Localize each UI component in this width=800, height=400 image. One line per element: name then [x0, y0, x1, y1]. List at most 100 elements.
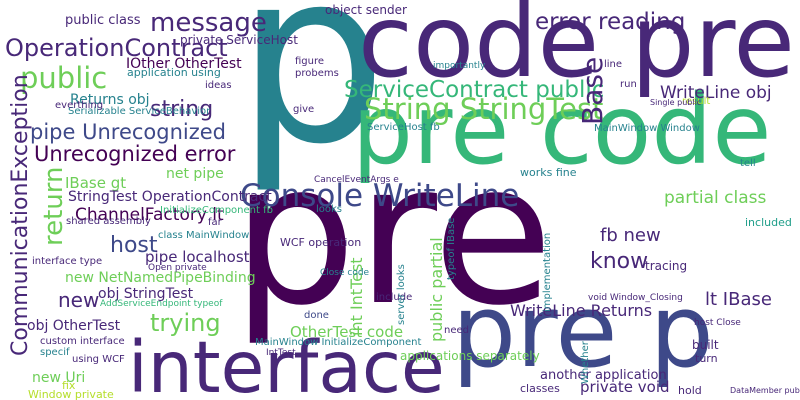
word: ChannelFactory lt: [75, 205, 224, 225]
word: far: [208, 217, 223, 228]
word: MainWindow Window: [594, 123, 700, 134]
word: lt IBase: [705, 289, 772, 310]
word: Open private: [148, 263, 207, 273]
word: code pre: [358, 0, 795, 100]
word: string: [150, 97, 213, 122]
word: ideas: [205, 80, 232, 91]
word: OtherTest code: [290, 323, 403, 341]
word: know: [590, 249, 648, 274]
word: turn: [695, 352, 718, 365]
word: MainWindow InitializeComponent: [255, 337, 421, 348]
word: IntTest: [266, 348, 296, 358]
word: ServiceHost fb: [367, 122, 440, 133]
word: interface: [128, 326, 445, 400]
word: shared assembly: [66, 216, 151, 227]
word: tracing: [645, 259, 687, 273]
word: pre code: [352, 74, 771, 186]
word: obj OtherTest: [27, 318, 121, 334]
word: server looks: [396, 264, 407, 325]
word: class MainWindow: [158, 230, 249, 241]
word: CommunicationException: [8, 74, 33, 356]
word: p: [236, 0, 387, 197]
word: Close code: [320, 268, 370, 278]
word: need: [444, 325, 469, 336]
word: line: [604, 59, 622, 70]
word: Console WriteLine: [240, 178, 519, 214]
word: Serializable ServiceBehavior: [68, 106, 211, 117]
word: custom interface: [40, 336, 125, 347]
word: another application: [540, 368, 667, 383]
word: object sender: [325, 3, 407, 17]
word: pipe Unrecognized: [30, 120, 226, 144]
word: implementation: [542, 233, 553, 312]
word: host: [110, 233, 158, 258]
word: IBase gt: [65, 174, 126, 192]
word: return: [39, 167, 69, 247]
word: IOther OtherTest: [126, 56, 242, 72]
word: new: [58, 288, 99, 312]
word: WriteLine Returns: [510, 301, 652, 320]
word: AddServiceEndpoint typeof: [100, 299, 223, 309]
word: Returns obj: [70, 92, 150, 108]
word: figure: [295, 56, 324, 67]
word: typeof IBase: [446, 218, 457, 280]
word: probems: [295, 68, 339, 79]
word: StringTest OperationContract: [68, 189, 272, 205]
word: fb new: [600, 225, 661, 246]
word: interface type: [32, 256, 102, 267]
word: tell: [740, 158, 756, 169]
word: void Window_Closing: [588, 293, 683, 303]
word: message: [150, 8, 267, 38]
word: fix: [62, 379, 76, 392]
word: public partial: [427, 237, 446, 342]
word: result: [682, 96, 710, 107]
word: WCF operation: [280, 236, 361, 249]
word: public class: [65, 13, 141, 28]
word: include: [376, 292, 412, 303]
word: applications separately: [400, 349, 540, 363]
word: importantly: [433, 61, 486, 71]
word: Whether: [580, 340, 591, 384]
word: obj StringTest: [98, 286, 194, 302]
word: included: [745, 216, 792, 229]
word: run: [620, 79, 637, 90]
word: partial class: [664, 188, 766, 208]
word: private ServiceHost: [180, 33, 298, 47]
word: net pipe: [166, 166, 224, 182]
word: new Uri: [32, 370, 85, 386]
word: classes: [520, 382, 560, 395]
word: ServiceContract public: [344, 77, 604, 103]
word: CancelEventArgs e: [314, 175, 399, 185]
word: pre p: [452, 272, 714, 390]
word: give: [293, 104, 314, 115]
word: String StringTest: [364, 92, 603, 126]
word: InitializeComponent fb: [160, 205, 273, 216]
word: trying: [150, 309, 221, 337]
word: using WCF: [72, 354, 125, 365]
word: new NetNamedPipeBinding: [65, 270, 256, 286]
word: done: [304, 310, 329, 321]
word: hold: [678, 384, 702, 397]
word: everthing: [55, 100, 103, 111]
word: Unrecognized error: [34, 142, 236, 166]
word: specif: [40, 347, 70, 358]
word: works fine: [520, 166, 577, 179]
word: Base: [576, 57, 609, 125]
word: built: [692, 338, 719, 352]
word: application using: [127, 66, 221, 79]
word: error reading: [535, 9, 685, 35]
word: pipe localhost: [145, 248, 250, 266]
word: Single public: [650, 98, 701, 107]
word: private void: [580, 378, 670, 396]
word: host Close: [694, 318, 741, 328]
word: int IntTest: [347, 257, 366, 336]
word: public: [20, 61, 107, 95]
word: looks: [316, 204, 342, 215]
word: DataMember public: [730, 386, 800, 395]
word: WriteLine obj: [660, 83, 772, 103]
word: pre: [232, 121, 553, 349]
word: Window private: [28, 388, 114, 400]
word: OperationContract: [5, 34, 228, 62]
